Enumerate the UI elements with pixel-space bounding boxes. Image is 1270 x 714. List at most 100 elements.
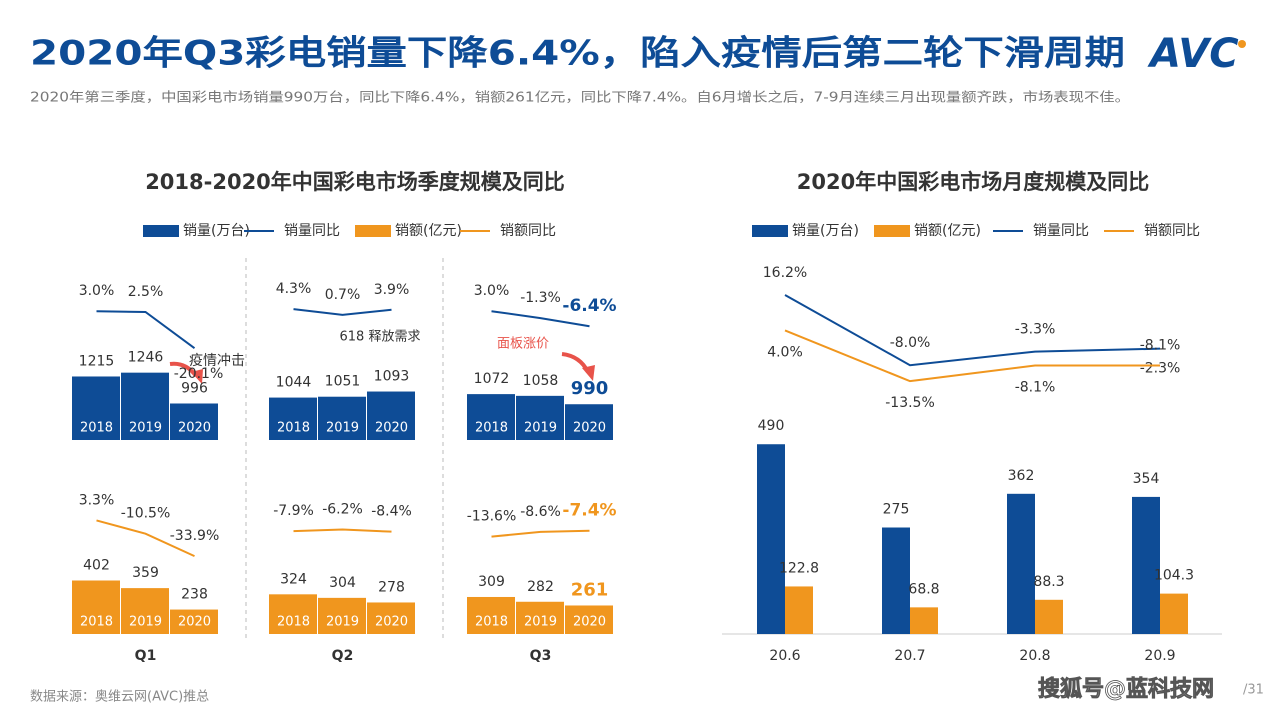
legend-label: 销额同比 (500, 223, 556, 239)
yoy-label: 0.7% (325, 287, 361, 303)
year-label: 2019 (326, 421, 359, 436)
bar (565, 605, 613, 634)
year-label: 2020 (573, 421, 606, 436)
yoy-label: 4.0% (767, 344, 803, 360)
bar (467, 596, 515, 634)
chart-title: 2020年中国彩电市场月度规模及同比 (797, 170, 1149, 194)
bar (170, 609, 218, 634)
legend-label: 销额(亿元) (914, 223, 981, 239)
year-label: 2018 (277, 421, 310, 436)
quarter-label: Q2 (332, 648, 354, 664)
yoy-label: -8.0% (890, 335, 931, 351)
year-label: 2019 (524, 615, 557, 630)
x-tick-label: 20.6 (769, 648, 800, 664)
value-label: 275 (883, 502, 910, 518)
year-label: 2020 (375, 615, 408, 630)
yoy-label: 3.9% (374, 282, 410, 298)
legend-swatch (874, 225, 910, 237)
yoy-line (491, 529, 590, 538)
value-label: 282 (527, 579, 554, 595)
bar (121, 372, 169, 440)
value-label: 88.3 (1033, 574, 1064, 590)
year-label: 2019 (524, 421, 557, 436)
chart-title: 2018-2020年中国彩电市场季度规模及同比 (145, 170, 565, 194)
logo: AVC (1147, 31, 1239, 77)
bar (318, 597, 366, 634)
year-label: 2018 (475, 615, 508, 630)
watermark: 搜狐号@蓝科技网 (1038, 676, 1214, 702)
bar (72, 580, 120, 634)
legend-label: 销量(万台) (792, 223, 859, 239)
bar (318, 396, 366, 440)
annotation-arrowhead (191, 369, 203, 384)
yoy-label: 16.2% (763, 265, 807, 281)
yoy-label: -6.2% (322, 502, 363, 518)
year-label: 2020 (375, 421, 408, 436)
slide-title: 2020年Q3彩电销量下降6.4%，陷入疫情后第二轮下滑周期 (30, 34, 1125, 74)
x-tick-label: 20.7 (894, 648, 925, 664)
value-label: 996 (181, 380, 208, 396)
bar (1007, 493, 1035, 634)
bar (882, 527, 910, 634)
yoy-label: 2.5% (128, 284, 164, 300)
value-label: 104.3 (1154, 568, 1194, 584)
bar (757, 444, 785, 634)
value-label: 359 (132, 565, 159, 581)
bar (785, 586, 813, 634)
value-label: 1072 (474, 371, 510, 387)
x-tick-label: 20.9 (1144, 648, 1175, 664)
bar (121, 588, 169, 634)
annotation: 疫情冲击 (189, 353, 245, 369)
logo-dot (1238, 40, 1246, 48)
yoy-line (293, 308, 392, 316)
bar (1035, 599, 1063, 634)
yoy-label: -1.3% (520, 290, 561, 306)
yoy-label: -13.6% (467, 509, 517, 525)
legend-label: 销量同比 (1033, 223, 1089, 239)
value-label: 1215 (79, 353, 115, 369)
value-label: 1044 (276, 375, 312, 391)
year-label: 2019 (129, 615, 162, 630)
value-label: 1246 (128, 350, 164, 366)
year-label: 2018 (475, 421, 508, 436)
yoy-line (96, 310, 196, 349)
yoy-line (293, 528, 392, 533)
yoy-line (784, 329, 1160, 383)
bar (467, 394, 515, 440)
quarter-label: Q3 (530, 648, 552, 664)
source-note: 数据来源：奥维云网(AVC)推总 (30, 690, 209, 705)
legend-label: 销量同比 (284, 223, 340, 239)
legend-swatch (355, 225, 391, 237)
yoy-label: 3.3% (79, 492, 115, 508)
year-label: 2020 (573, 615, 606, 630)
yoy-label: -13.5% (885, 395, 935, 411)
value-label: 238 (181, 587, 208, 603)
yoy-label: -20.1% (174, 366, 224, 382)
bar (170, 403, 218, 440)
value-label: 309 (478, 574, 505, 590)
yoy-line (96, 519, 195, 558)
yoy-label: 3.0% (79, 283, 115, 299)
yoy-label: -10.5% (121, 506, 171, 522)
year-label: 2018 (80, 615, 113, 630)
value-label: 402 (83, 558, 110, 574)
yoy-label: -7.9% (273, 503, 314, 519)
value-label: 122.8 (779, 560, 819, 576)
bar (910, 607, 938, 634)
quarter-label: Q1 (135, 648, 157, 664)
year-label: 2020 (178, 615, 211, 630)
value-label: 278 (378, 579, 405, 595)
yoy-label: -7.4% (562, 501, 616, 521)
annotation: 面板涨价 (497, 337, 549, 352)
yoy-label: -3.3% (1015, 322, 1056, 338)
value-label: 1093 (374, 369, 410, 385)
yoy-label: -8.6% (520, 504, 561, 520)
bar (565, 404, 613, 440)
value-label: 324 (280, 571, 307, 587)
bar (367, 391, 415, 440)
yoy-label: 4.3% (276, 281, 312, 297)
slide-subtitle: 2020年第三季度，中国彩电市场销量990万台，同比下降6.4%，销额261亿元… (30, 90, 1130, 106)
value-label: 304 (329, 575, 356, 591)
bar (72, 376, 120, 440)
